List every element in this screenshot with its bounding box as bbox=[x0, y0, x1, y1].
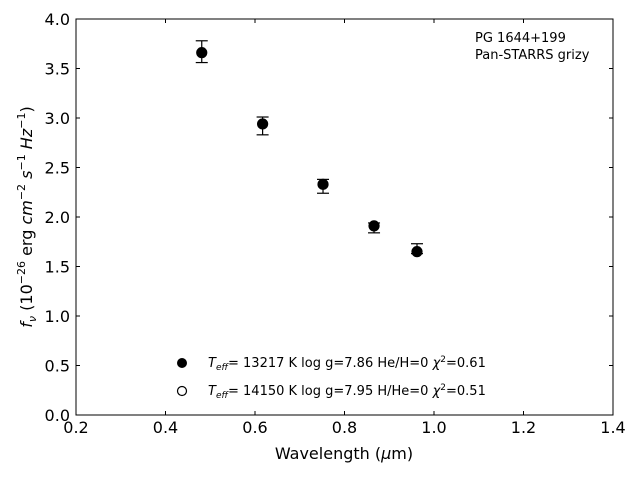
y-tick-label: 3.0 bbox=[45, 109, 70, 128]
x-tick-label: 0.2 bbox=[63, 418, 88, 437]
x-tick-label: 1.0 bbox=[421, 418, 446, 437]
y-tick-label: 0.0 bbox=[45, 406, 70, 425]
x-tick-label: 1.4 bbox=[600, 418, 625, 437]
y-tick-label: 1.5 bbox=[45, 258, 70, 277]
y-axis: 0.0 0.5 1.0 1.5 2.0 2.5 3.0 3.5 4.0 bbox=[45, 10, 613, 425]
x-tick-label: 0.4 bbox=[153, 418, 178, 437]
filled-point bbox=[411, 246, 422, 257]
annotation-survey: Pan-STARRS grizy bbox=[475, 48, 590, 63]
x-axis-title: Wavelength (μm) bbox=[275, 444, 413, 463]
x-tick-label: 0.6 bbox=[242, 418, 267, 437]
legend: Teff= 13217 K log g=7.86 He/H=0 χ2=0.61 … bbox=[176, 355, 486, 401]
x-axis: 0.2 0.4 0.6 0.8 1.0 1.2 1.4 bbox=[63, 19, 626, 437]
y-tick-label: 3.5 bbox=[45, 60, 70, 79]
data-marks bbox=[195, 40, 423, 258]
y-axis-title: fν (10−26 erg cm−2 s−1 Hz−1) bbox=[15, 106, 39, 327]
y-tick-label: 4.0 bbox=[45, 10, 70, 29]
legend-marker-open bbox=[176, 385, 188, 397]
filled-point bbox=[369, 220, 380, 231]
filled-point bbox=[318, 179, 329, 190]
x-tick-label: 1.2 bbox=[511, 418, 536, 437]
annotation-object: PG 1644+199 bbox=[475, 31, 566, 46]
filled-point bbox=[257, 118, 268, 129]
y-tick-label: 2.5 bbox=[45, 159, 70, 178]
legend-marker-filled bbox=[177, 358, 187, 368]
x-tick-label: 0.8 bbox=[332, 418, 357, 437]
legend-label-2: Teff= 14150 K log g=7.95 H/He=0 χ2=0.51 bbox=[208, 383, 486, 401]
y-tick-label: 0.5 bbox=[45, 357, 70, 376]
legend-label-1: Teff= 13217 K log g=7.86 He/H=0 χ2=0.61 bbox=[208, 355, 486, 373]
y-tick-label: 2.0 bbox=[45, 208, 70, 227]
filled-point bbox=[196, 47, 207, 58]
y-tick-label: 1.0 bbox=[45, 307, 70, 326]
